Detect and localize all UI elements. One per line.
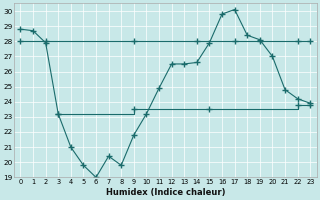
- X-axis label: Humidex (Indice chaleur): Humidex (Indice chaleur): [106, 188, 225, 197]
